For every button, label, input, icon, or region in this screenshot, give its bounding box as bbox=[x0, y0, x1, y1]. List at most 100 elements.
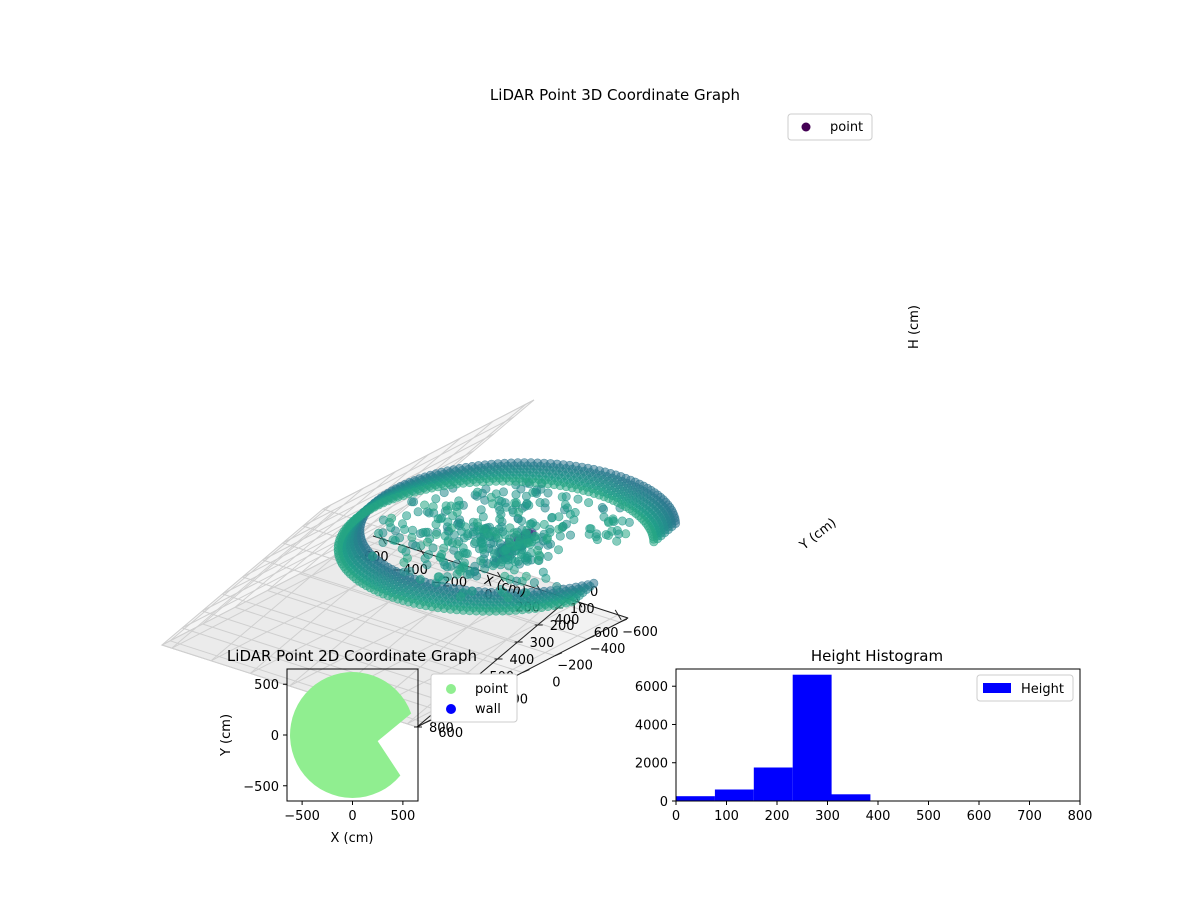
chart-2d-ylabel: Y (cm) bbox=[219, 714, 234, 757]
y-tick-label: 0 bbox=[552, 676, 560, 691]
chart-2d-xlabel: X (cm) bbox=[331, 831, 374, 846]
gridline-y-floor bbox=[299, 573, 556, 657]
data-point bbox=[621, 529, 631, 539]
data-point bbox=[476, 556, 486, 566]
z-tick-label: 400 bbox=[510, 653, 535, 668]
data-point bbox=[491, 489, 501, 499]
data-point bbox=[440, 531, 450, 541]
x-tick-label: 400 bbox=[866, 809, 891, 824]
data-point bbox=[521, 588, 531, 598]
chart-2d-legend: point wall bbox=[430, 673, 518, 723]
data-point bbox=[415, 574, 425, 584]
data-point bbox=[374, 528, 384, 538]
data-point bbox=[557, 492, 567, 502]
data-point bbox=[413, 507, 423, 517]
data-point bbox=[617, 516, 627, 526]
data-point bbox=[500, 530, 510, 540]
data-point bbox=[570, 507, 580, 517]
data-point bbox=[514, 507, 524, 517]
gridline-z-back bbox=[262, 559, 518, 643]
data-point bbox=[517, 516, 527, 526]
y-tick-label: −400 bbox=[590, 642, 626, 657]
data-point bbox=[500, 571, 510, 581]
data-point bbox=[535, 497, 545, 507]
chart-3d-legend: point bbox=[787, 113, 873, 141]
data-point bbox=[422, 537, 432, 547]
data-point bbox=[584, 498, 594, 508]
data-point bbox=[439, 543, 449, 553]
data-point bbox=[573, 494, 583, 504]
legend-marker-point bbox=[801, 122, 811, 132]
y-tick-label: −500 bbox=[243, 780, 279, 795]
data-point bbox=[533, 545, 543, 555]
data-point bbox=[421, 527, 431, 537]
data-point bbox=[459, 561, 469, 571]
x-tick bbox=[614, 609, 622, 621]
data-point bbox=[501, 545, 511, 555]
legend-frame bbox=[787, 113, 873, 141]
y-tick bbox=[619, 618, 628, 623]
data-point bbox=[397, 544, 407, 554]
gridline-z-side bbox=[322, 399, 535, 510]
data-point bbox=[428, 543, 438, 553]
data-point bbox=[511, 498, 521, 508]
y-tick bbox=[554, 652, 563, 657]
data-point bbox=[442, 572, 452, 582]
y-tick-label: 0 bbox=[271, 729, 279, 744]
chart-2d-plot: −500 0 500 −500 0 500 bbox=[243, 668, 419, 824]
y-tick-label: 0 bbox=[660, 795, 668, 810]
point-region bbox=[290, 672, 412, 798]
data-point bbox=[378, 537, 388, 547]
data-point bbox=[498, 587, 508, 597]
histogram-bar bbox=[831, 794, 871, 801]
gridline-z-side bbox=[222, 484, 434, 595]
legend-frame bbox=[976, 674, 1074, 702]
data-point bbox=[465, 566, 475, 576]
x-tick-label: 100 bbox=[714, 809, 739, 824]
data-point bbox=[467, 586, 477, 596]
z-tick-label: 800 bbox=[429, 721, 454, 736]
data-point bbox=[558, 521, 568, 531]
data-point bbox=[538, 567, 548, 577]
data-point bbox=[539, 519, 549, 529]
chart-2d: LiDAR Point 2D Coordinate Graph −500 0 500… bbox=[219, 647, 518, 846]
data-point bbox=[408, 525, 418, 535]
data-point bbox=[420, 500, 430, 510]
data-point bbox=[543, 551, 553, 561]
data-point bbox=[407, 497, 417, 507]
legend-label-height: Height bbox=[1021, 682, 1064, 697]
legend-marker-wall bbox=[446, 704, 456, 714]
gridline-y-floor bbox=[202, 623, 458, 707]
y-tick-label: 2000 bbox=[635, 757, 668, 772]
data-point bbox=[402, 511, 412, 521]
x-tick-label: 0 bbox=[672, 809, 680, 824]
y-tick-label: −600 bbox=[622, 625, 658, 640]
data-point bbox=[528, 487, 538, 497]
data-point bbox=[456, 592, 466, 602]
gridline-z-back bbox=[242, 576, 498, 660]
data-point bbox=[479, 524, 489, 534]
chart-2d-title: LiDAR Point 2D Coordinate Graph bbox=[227, 647, 477, 665]
data-point bbox=[567, 597, 577, 607]
data-point bbox=[553, 545, 563, 555]
x-tick-label: 200 bbox=[765, 809, 790, 824]
data-point bbox=[521, 571, 531, 581]
legend-label-wall: wall bbox=[475, 702, 501, 717]
data-point bbox=[529, 578, 539, 588]
x-tick-label: 0 bbox=[348, 809, 356, 824]
data-point bbox=[552, 581, 562, 591]
data-point bbox=[402, 553, 412, 563]
data-point bbox=[434, 572, 444, 582]
data-point bbox=[525, 519, 535, 529]
data-point bbox=[560, 500, 570, 510]
data-point bbox=[523, 538, 533, 548]
data-point bbox=[428, 502, 438, 512]
data-point bbox=[594, 490, 604, 500]
x-tick-label: 400 bbox=[555, 613, 580, 628]
z-tick-label: 300 bbox=[530, 636, 555, 651]
histogram-title: Height Histogram bbox=[811, 647, 943, 665]
z-tick-label: 200 bbox=[550, 619, 575, 634]
point-cloud bbox=[333, 458, 681, 616]
legend-marker-point bbox=[446, 684, 456, 694]
histogram-bar bbox=[753, 767, 793, 801]
